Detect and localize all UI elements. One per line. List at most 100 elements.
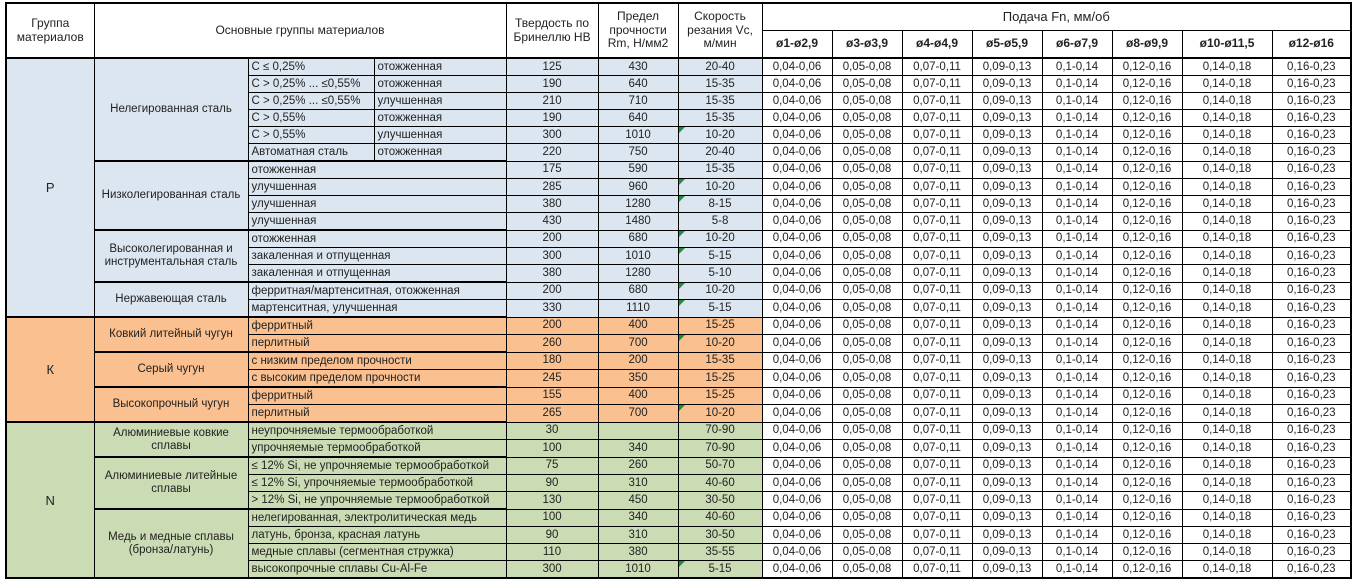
feed-cell: 0,07-0,11 [901, 560, 973, 579]
strength-cell: 680 [597, 229, 679, 248]
group-cell: К [5, 316, 95, 423]
feed-cell: 0,05-0,08 [831, 456, 903, 475]
material-spec-cell: С ≤ 0,25% [247, 57, 375, 76]
feed-cell: 0,16-0,23 [1271, 212, 1352, 231]
feed-cell: 0,07-0,11 [901, 281, 973, 300]
strength-cell: 430 [597, 57, 679, 76]
material-desc-cell: медные сплавы (сегментная стружка) [247, 543, 507, 561]
speed-cell: 10-20 [677, 178, 763, 196]
material-desc-cell: улучшенная [247, 195, 507, 213]
feed-cell: 0,07-0,11 [901, 386, 973, 405]
material-desc-cell: ≤ 12% Si, упрочняемые термообработкой [247, 474, 507, 492]
feed-cell: 0,05-0,08 [831, 126, 903, 144]
feed-cell: 0,04-0,06 [761, 57, 833, 76]
material-state-cell: отожженная [373, 75, 507, 93]
feed-cell: 0,09-0,13 [971, 543, 1043, 561]
feed-cell: 0,09-0,13 [971, 316, 1043, 335]
table-row: С > 0,25% ... ≤0,55% улучшенная 210 710 15-3… [6, 92, 1352, 110]
feed-cell: 0,05-0,08 [831, 543, 903, 561]
col-header-speed: Скорость резания Vc, м/мин [677, 2, 763, 59]
feed-cell: 0,07-0,11 [901, 109, 973, 127]
feed-cell: 0,04-0,06 [761, 386, 833, 405]
strength-cell: 1110 [597, 299, 679, 318]
feed-cell: 0,04-0,06 [761, 456, 833, 475]
table-row: улучшенная 380 1280 8-15 0,04-0,06 0,05-0,08 0… [6, 195, 1352, 213]
col-header-hardness: Твердость по Бринеллю HB [505, 2, 599, 59]
material-desc-cell: отожженная [247, 160, 507, 179]
feed-cell: 0,05-0,08 [831, 160, 903, 179]
material-desc-cell: перлитный [247, 334, 507, 353]
subgroup-cell: Ковкий литейный чугун [93, 316, 249, 353]
material-state-cell: улучшенная [373, 92, 507, 110]
feed-cell: 0,04-0,06 [761, 264, 833, 283]
feed-cell: 0,04-0,06 [761, 299, 833, 318]
feed-cell: 0,07-0,11 [901, 229, 973, 248]
material-state-cell: отожженная [373, 143, 507, 162]
feed-cell: 0,12-0,16 [1111, 281, 1183, 300]
speed-cell: 35-55 [677, 543, 763, 561]
strength-cell: 700 [597, 334, 679, 353]
table-row: мартенситная, улучшенная 330 1110 5-15 0,04-… [6, 299, 1352, 318]
feed-cell: 0,1-0,14 [1041, 491, 1113, 510]
feed-cell: 0,1-0,14 [1041, 456, 1113, 475]
col-header-diameter-8: ø12-ø16 [1271, 30, 1352, 59]
speed-cell: 10-20 [677, 281, 763, 300]
feed-cell: 0,12-0,16 [1111, 369, 1183, 388]
feed-cell: 0,1-0,14 [1041, 247, 1113, 265]
feed-cell: 0,16-0,23 [1271, 264, 1352, 283]
feed-cell: 0,04-0,06 [761, 351, 833, 370]
strength-cell: 590 [597, 160, 679, 179]
feed-cell: 0,04-0,06 [761, 526, 833, 544]
feed-cell: 0,16-0,23 [1271, 195, 1352, 213]
feed-cell: 0,05-0,08 [831, 75, 903, 93]
feed-cell: 0,16-0,23 [1271, 57, 1352, 76]
material-desc-cell: латунь, бронза, красная латунь [247, 526, 507, 544]
table-row: N Алюминиевые ковкие сплавы неупрочняемые … [5, 421, 1352, 579]
feed-cell: 0,14-0,18 [1181, 456, 1273, 475]
feed-cell: 0,1-0,14 [1041, 404, 1113, 423]
hardness-cell: 210 [505, 92, 599, 110]
table-row: Высоколегированная и инструментальная ст… [6, 229, 1352, 283]
feed-cell: 0,16-0,23 [1271, 421, 1352, 440]
feed-cell: 0,05-0,08 [831, 229, 903, 248]
feed-cell: 0,12-0,16 [1111, 109, 1183, 127]
feed-cell: 0,14-0,18 [1181, 57, 1273, 76]
feed-cell: 0,09-0,13 [971, 404, 1043, 423]
subgroup-cell: Нелегированная сталь [93, 57, 249, 162]
hardness-cell: 190 [505, 109, 599, 127]
hardness-cell: 330 [505, 299, 599, 318]
strength-cell: 380 [597, 543, 679, 561]
feed-cell: 0,09-0,13 [971, 491, 1043, 510]
material-desc-cell: ферритный [247, 316, 507, 335]
hardness-cell: 380 [505, 195, 599, 213]
speed-cell: 20-40 [677, 57, 763, 76]
feed-cell: 0,12-0,16 [1111, 126, 1183, 144]
subgroup-cell: Низколегированная сталь [93, 160, 249, 231]
feed-cell: 0,1-0,14 [1041, 126, 1113, 144]
hardness-cell: 300 [505, 247, 599, 265]
feed-cell: 0,12-0,16 [1111, 404, 1183, 423]
feed-cell: 0,12-0,16 [1111, 212, 1183, 231]
feed-cell: 0,07-0,11 [901, 526, 973, 544]
feed-cell: 0,12-0,16 [1111, 143, 1183, 162]
material-state-cell: улучшенная [373, 126, 507, 144]
feed-cell: 0,14-0,18 [1181, 508, 1273, 527]
feed-cell: 0,05-0,08 [831, 92, 903, 110]
material-desc-cell: с высоким пределом прочности [247, 369, 507, 388]
feed-cell: 0,09-0,13 [971, 109, 1043, 127]
table-row: упрочняемые термообработкой 100 340 70-90 0,… [6, 439, 1352, 458]
speed-cell: 10-20 [677, 404, 763, 423]
col-header-main-groups: Основные группы материалов [93, 2, 507, 59]
feed-cell: 0,05-0,08 [831, 369, 903, 388]
feed-cell: 0,1-0,14 [1041, 92, 1113, 110]
col-header-feed-title: Подача Fn, мм/об [761, 2, 1352, 31]
feed-cell: 0,04-0,06 [761, 316, 833, 335]
hardness-cell: 90 [505, 526, 599, 544]
hardness-cell: 200 [505, 316, 599, 335]
material-spec-cell: С > 0,25% ... ≤0,55% [247, 92, 375, 110]
material-desc-cell: закаленная и отпущенная [247, 247, 507, 265]
feed-cell: 0,12-0,16 [1111, 543, 1183, 561]
feed-cell: 0,09-0,13 [971, 195, 1043, 213]
feed-cell: 0,12-0,16 [1111, 178, 1183, 196]
feed-cell: 0,07-0,11 [901, 299, 973, 318]
